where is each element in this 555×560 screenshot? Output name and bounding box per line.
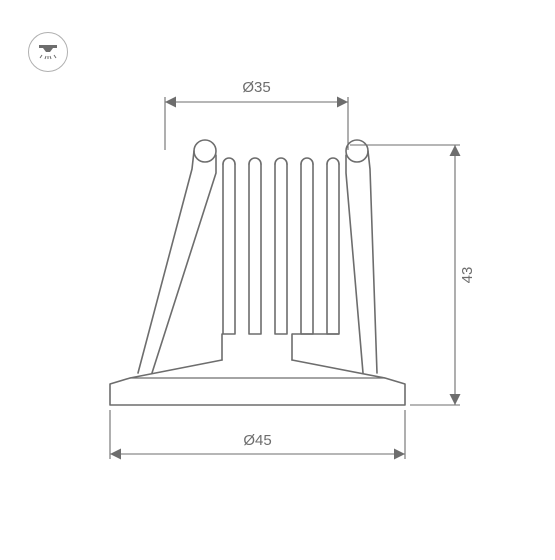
dimension-label: Ø35 <box>242 79 270 96</box>
downlight-icon <box>28 32 68 72</box>
dimension-label: Ø45 <box>243 432 271 449</box>
technical-drawing: Ø35 Ø45 43 <box>0 0 555 555</box>
dimension-label: 43 <box>459 267 476 284</box>
